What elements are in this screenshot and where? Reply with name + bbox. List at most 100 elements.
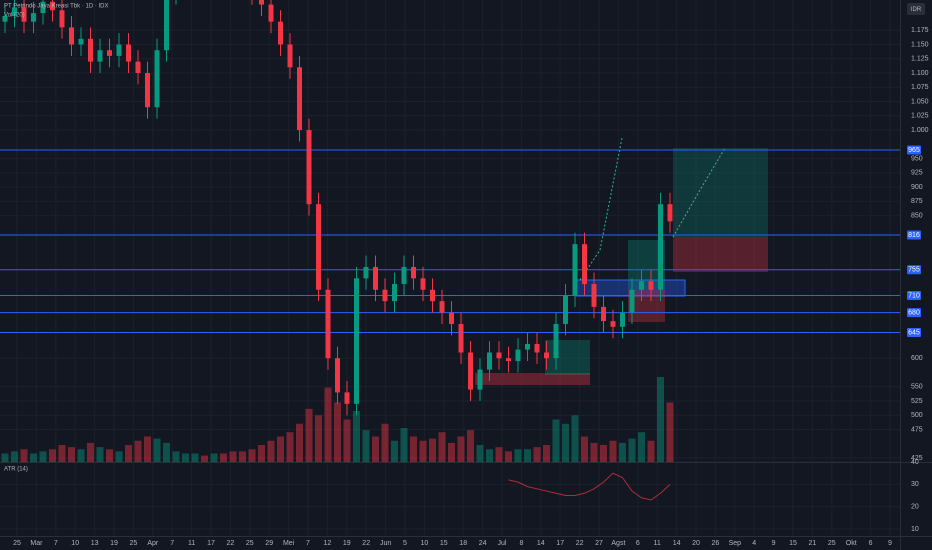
volume-bar bbox=[647, 440, 655, 462]
level-label-bg bbox=[907, 308, 921, 318]
volume-bar bbox=[495, 447, 503, 462]
candles bbox=[2, 0, 673, 416]
candle-body bbox=[449, 312, 454, 324]
candle-body bbox=[354, 278, 359, 404]
candle-body bbox=[591, 284, 597, 307]
candle-body bbox=[12, 7, 17, 16]
candle-body bbox=[392, 284, 397, 302]
x-tick-label: Mei bbox=[283, 540, 295, 547]
volume-bar bbox=[448, 442, 455, 462]
zone-box bbox=[545, 340, 590, 375]
candle-body bbox=[278, 21, 283, 45]
volume-bar bbox=[362, 430, 370, 462]
y-tick-label: 925 bbox=[911, 170, 923, 177]
candle-body bbox=[515, 349, 521, 362]
y-tick-label: 1.150 bbox=[911, 41, 929, 48]
candle-body bbox=[21, 7, 27, 22]
x-tick-label: 11 bbox=[188, 540, 195, 547]
volume-bar bbox=[182, 453, 189, 462]
volume-bar bbox=[106, 449, 113, 462]
candle-body bbox=[164, 0, 169, 51]
x-tick-label: 4 bbox=[752, 540, 756, 547]
x-tick-label: 25 bbox=[13, 540, 21, 547]
candle-body bbox=[610, 321, 616, 327]
y-tick-label: 875 bbox=[911, 198, 923, 205]
x-tick-label: 27 bbox=[595, 540, 603, 547]
candle-body bbox=[572, 244, 578, 296]
atr-pane bbox=[508, 472, 671, 501]
volume-bar bbox=[115, 451, 123, 462]
candle-body bbox=[59, 10, 65, 28]
x-tick-label: 13 bbox=[91, 540, 99, 547]
atr-tick-label: 10 bbox=[911, 526, 919, 533]
candle-body bbox=[373, 266, 378, 290]
level-label: 645 bbox=[908, 329, 920, 336]
volume-bar bbox=[1, 453, 9, 462]
candle-body bbox=[544, 352, 549, 359]
y-tick-label: 950 bbox=[911, 155, 923, 162]
volume-bar bbox=[267, 440, 275, 462]
volume-bar bbox=[277, 436, 284, 462]
y-tick-label: 500 bbox=[911, 412, 923, 419]
x-tick-label: 8 bbox=[519, 540, 523, 547]
y-tick-label: 475 bbox=[911, 426, 923, 433]
volume-bar bbox=[505, 451, 512, 462]
candle-body bbox=[487, 352, 492, 370]
volume-bar bbox=[410, 436, 417, 462]
level-label: 816 bbox=[908, 232, 920, 239]
volume-bar bbox=[315, 415, 322, 462]
x-tick-label: 25 bbox=[246, 540, 254, 547]
candle-body bbox=[553, 323, 559, 359]
x-tick-label: Okt bbox=[846, 540, 857, 547]
volume-bar bbox=[77, 449, 85, 462]
x-tick-label: 25 bbox=[130, 540, 138, 547]
volume-bar bbox=[334, 402, 341, 462]
x-tick-label: 14 bbox=[673, 540, 681, 547]
volume-bar bbox=[210, 453, 218, 462]
level-label-bg bbox=[907, 290, 921, 300]
level-label: 710 bbox=[908, 292, 920, 299]
x-tick-label: 22 bbox=[362, 540, 370, 547]
volume-bar bbox=[125, 445, 132, 462]
y-tick-label: 1.125 bbox=[911, 56, 929, 63]
volume-bar bbox=[96, 447, 104, 462]
volume-bar bbox=[486, 449, 493, 462]
y-tick-label: 1.050 bbox=[911, 98, 929, 105]
indicator-label: Vol (20) bbox=[4, 13, 25, 19]
volume-bar bbox=[381, 423, 389, 462]
volume-bar bbox=[457, 436, 465, 462]
volume-bar bbox=[258, 445, 265, 462]
volume-bar bbox=[220, 453, 227, 462]
x-tick-label: 18 bbox=[459, 540, 467, 547]
volume-bar bbox=[172, 451, 180, 462]
candle-body bbox=[411, 266, 416, 279]
volume-bar bbox=[571, 415, 579, 462]
atr-tick-label: 20 bbox=[911, 504, 919, 511]
candle-body bbox=[629, 289, 635, 313]
level-label-bg bbox=[907, 265, 921, 275]
y-tick-label: 525 bbox=[911, 398, 923, 405]
candle-body bbox=[116, 44, 122, 56]
x-tick-label: 25 bbox=[828, 540, 836, 547]
volume-bar bbox=[533, 447, 541, 462]
volume bbox=[1, 377, 674, 462]
volume-bar bbox=[638, 432, 645, 462]
currency-label[interactable]: IDR bbox=[911, 7, 922, 13]
volume-bar bbox=[153, 438, 161, 462]
candle-body bbox=[325, 289, 331, 359]
x-tick-label: 11 bbox=[654, 540, 661, 547]
x-tick-label: 15 bbox=[440, 540, 448, 547]
x-tick-label: 14 bbox=[537, 540, 545, 547]
axes: 1.175 1.150 1.125 1.100 1.075 1.050 1.025 1.000… bbox=[13, 27, 929, 547]
candle-body bbox=[420, 278, 426, 290]
volume-bar bbox=[353, 411, 360, 462]
currency-badge[interactable] bbox=[907, 3, 925, 15]
volume-bar bbox=[666, 402, 674, 462]
volume-bar bbox=[343, 419, 351, 462]
atr-tick-label: 40 bbox=[911, 459, 919, 466]
candle-body bbox=[525, 343, 530, 350]
volume-bar bbox=[134, 440, 142, 462]
candle-body bbox=[382, 289, 388, 302]
